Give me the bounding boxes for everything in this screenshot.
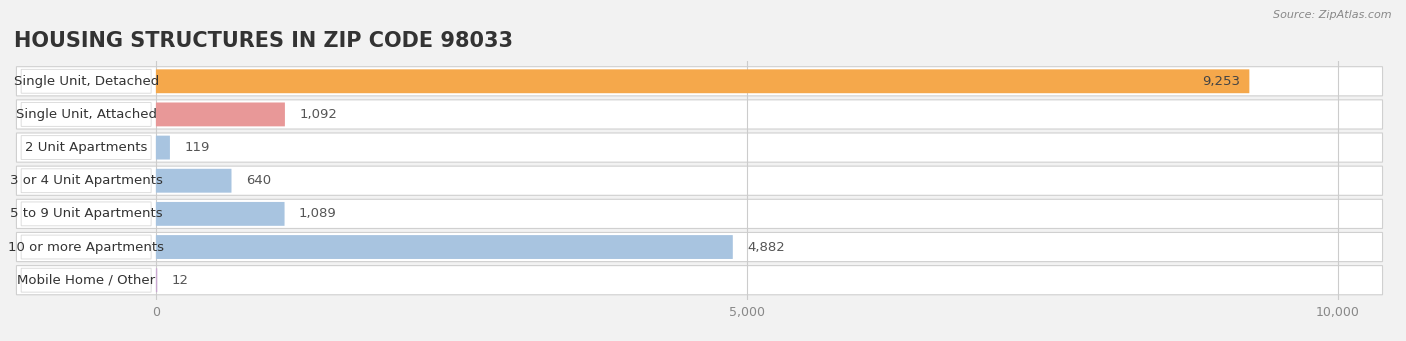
FancyBboxPatch shape bbox=[21, 235, 152, 259]
FancyBboxPatch shape bbox=[156, 235, 733, 259]
Text: Single Unit, Detached: Single Unit, Detached bbox=[14, 75, 159, 88]
Text: 10 or more Apartments: 10 or more Apartments bbox=[8, 240, 165, 254]
FancyBboxPatch shape bbox=[17, 100, 1382, 129]
FancyBboxPatch shape bbox=[21, 202, 152, 226]
FancyBboxPatch shape bbox=[156, 136, 170, 160]
FancyBboxPatch shape bbox=[156, 69, 1250, 93]
FancyBboxPatch shape bbox=[21, 69, 152, 93]
FancyBboxPatch shape bbox=[17, 199, 1382, 228]
FancyBboxPatch shape bbox=[21, 169, 152, 193]
Text: 2 Unit Apartments: 2 Unit Apartments bbox=[25, 141, 148, 154]
FancyBboxPatch shape bbox=[21, 103, 152, 127]
FancyBboxPatch shape bbox=[156, 103, 285, 127]
FancyBboxPatch shape bbox=[17, 266, 1382, 295]
FancyBboxPatch shape bbox=[17, 67, 1382, 96]
Text: 9,253: 9,253 bbox=[1202, 75, 1240, 88]
Text: Single Unit, Attached: Single Unit, Attached bbox=[15, 108, 156, 121]
FancyBboxPatch shape bbox=[21, 136, 152, 160]
FancyBboxPatch shape bbox=[156, 268, 157, 292]
FancyBboxPatch shape bbox=[21, 268, 152, 292]
Text: Mobile Home / Other: Mobile Home / Other bbox=[17, 274, 155, 287]
Text: 640: 640 bbox=[246, 174, 271, 187]
FancyBboxPatch shape bbox=[156, 169, 232, 193]
Text: 5 to 9 Unit Apartments: 5 to 9 Unit Apartments bbox=[10, 207, 163, 220]
Text: Source: ZipAtlas.com: Source: ZipAtlas.com bbox=[1274, 10, 1392, 20]
Text: 1,089: 1,089 bbox=[298, 207, 336, 220]
Text: 4,882: 4,882 bbox=[747, 240, 785, 254]
FancyBboxPatch shape bbox=[17, 233, 1382, 262]
Text: 119: 119 bbox=[184, 141, 209, 154]
FancyBboxPatch shape bbox=[156, 202, 284, 226]
Text: 12: 12 bbox=[172, 274, 188, 287]
FancyBboxPatch shape bbox=[17, 166, 1382, 195]
Text: HOUSING STRUCTURES IN ZIP CODE 98033: HOUSING STRUCTURES IN ZIP CODE 98033 bbox=[14, 31, 513, 51]
Text: 1,092: 1,092 bbox=[299, 108, 337, 121]
FancyBboxPatch shape bbox=[17, 133, 1382, 162]
Text: 3 or 4 Unit Apartments: 3 or 4 Unit Apartments bbox=[10, 174, 163, 187]
